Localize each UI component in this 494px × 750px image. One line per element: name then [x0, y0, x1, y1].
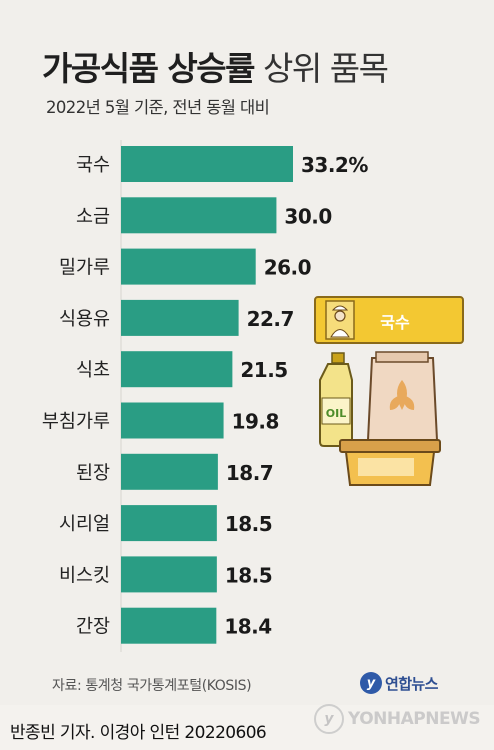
value-label: 22.7: [247, 307, 294, 331]
value-label: 18.4: [224, 615, 271, 639]
title-light: 상위 품목: [263, 49, 389, 88]
source-note: 자료: 통계청 국가통계포털(KOSIS): [52, 678, 252, 694]
noodle-package-label: 국수: [380, 313, 410, 332]
watermark: y YONHAPNEWS: [314, 704, 481, 734]
bar-9: [121, 556, 217, 593]
category-label: 시리얼: [59, 514, 110, 535]
oil-bottle-label: [321, 397, 351, 425]
watermark-logo-icon: y: [314, 704, 344, 734]
bar-8: [121, 505, 217, 542]
bar-2: [121, 197, 277, 234]
wheat-leaf-icon-2: [389, 395, 415, 410]
flour-sack-top: [375, 351, 429, 363]
title-bold: 가공식품 상승률: [42, 49, 256, 88]
bar-7: [121, 453, 218, 490]
pot-lid: [339, 439, 441, 453]
oil-label-text: OIL: [326, 407, 346, 420]
chef-body: [330, 329, 350, 338]
bar-6: [121, 402, 224, 439]
bar-5: [121, 351, 233, 388]
category-label: 식초: [76, 360, 110, 381]
chef-face: [334, 310, 346, 322]
chart-title: 가공식품 상승률 상위 품목: [42, 42, 389, 90]
yonhap-logo-icon: y: [360, 672, 382, 694]
oil-bottle-cap: [331, 352, 345, 364]
bar-4: [121, 299, 239, 336]
value-label: 18.5: [225, 512, 272, 536]
value-label: 26.0: [264, 256, 311, 280]
value-label: 21.5: [240, 358, 287, 382]
bar-10: [121, 607, 217, 644]
category-label: 간장: [76, 617, 110, 638]
value-label: 18.7: [226, 461, 273, 485]
value-label: 18.5: [225, 563, 272, 587]
yonhap-logo-text: 연합뉴스: [385, 674, 438, 693]
category-label: 국수: [76, 155, 110, 176]
bars-group: [121, 146, 293, 644]
value-label: 33.2%: [301, 153, 368, 177]
byline-credit: 반종빈 기자. 이경아 인턴 20220606: [10, 723, 267, 743]
watermark-text: YONHAPNEWS: [348, 709, 481, 729]
doenjang-pot-illustration: [339, 439, 441, 486]
noodle-package-illustration: 국수: [314, 296, 464, 344]
chart-subtitle: 2022년 5월 기준, 전년 동월 대비: [46, 98, 270, 117]
category-label: 소금: [76, 206, 110, 227]
category-label: 부침가루: [42, 412, 110, 433]
pot-label: [358, 458, 414, 476]
flour-sack-illustration: [366, 351, 439, 441]
category-label: 비스킷: [59, 565, 110, 586]
yonhap-logo: y 연합뉴스: [360, 672, 438, 694]
oil-bottle-illustration: OIL: [319, 352, 353, 447]
bar-1: [121, 146, 293, 182]
value-labels-group: 33.2% 30.0 26.0 22.7 21.5 19.8 18.7 18.5 18.5 18.…: [224, 153, 369, 639]
value-label: 19.8: [232, 410, 279, 434]
category-label: 식용유: [59, 309, 110, 330]
value-label: 30.0: [284, 204, 331, 228]
category-label: 된장: [76, 463, 110, 484]
bar-3: [121, 248, 256, 285]
chef-hat: [331, 305, 349, 311]
category-label: 밀가루: [59, 258, 110, 279]
